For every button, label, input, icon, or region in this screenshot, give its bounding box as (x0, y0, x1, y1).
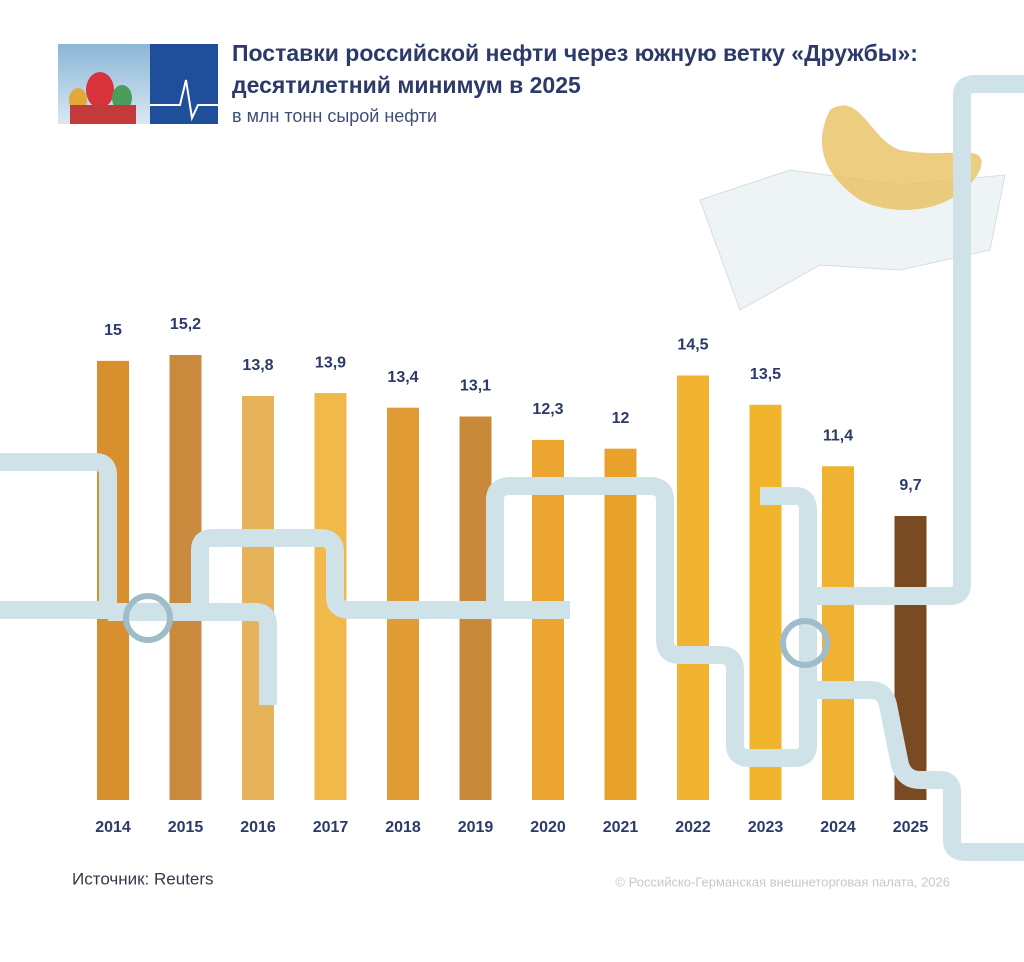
data-label: 13,8 (242, 357, 273, 374)
data-label: 12 (612, 410, 630, 427)
x-tick-label: 2023 (748, 819, 784, 836)
logo (58, 44, 218, 124)
chart-title: Поставки российской нефти через южную ве… (232, 40, 918, 66)
data-label: 13,5 (750, 366, 781, 383)
data-label: 14,5 (677, 337, 708, 354)
x-tick-label: 2016 (240, 819, 276, 836)
data-label: 15,2 (170, 316, 201, 333)
chart-title: десятилетний минимум в 2025 (232, 72, 581, 98)
bar (677, 375, 709, 800)
map-illustration (699, 105, 1006, 311)
data-label: 15 (104, 322, 122, 339)
bar (532, 439, 564, 800)
x-tick-label: 2025 (893, 819, 929, 836)
data-label: 13,1 (460, 378, 491, 395)
copyright: © Российско-Германская внешнеторговая па… (615, 874, 950, 889)
bar (604, 448, 637, 800)
data-label: 9,7 (899, 477, 921, 494)
x-tick-label: 2019 (458, 819, 494, 836)
data-label: 13,4 (387, 369, 418, 386)
x-tick-label: 2014 (95, 819, 131, 836)
data-label: 12,3 (532, 401, 563, 418)
data-label: 11,4 (823, 427, 853, 444)
bar (242, 395, 274, 800)
x-tick-label: 2017 (313, 819, 349, 836)
x-tick-label: 2015 (168, 819, 204, 836)
x-tick-label: 2021 (603, 819, 639, 836)
x-tick-label: 2020 (530, 819, 566, 836)
x-tick-label: 2024 (820, 819, 856, 836)
x-tick-label: 2022 (675, 819, 711, 836)
source: Источник: Reuters (72, 869, 214, 888)
x-tick-label: 2018 (385, 819, 421, 836)
chart-subtitle: в млн тонн сырой нефти (232, 106, 437, 126)
data-label: 13,9 (315, 354, 346, 371)
pipes (0, 75, 1024, 861)
bar (749, 404, 782, 800)
